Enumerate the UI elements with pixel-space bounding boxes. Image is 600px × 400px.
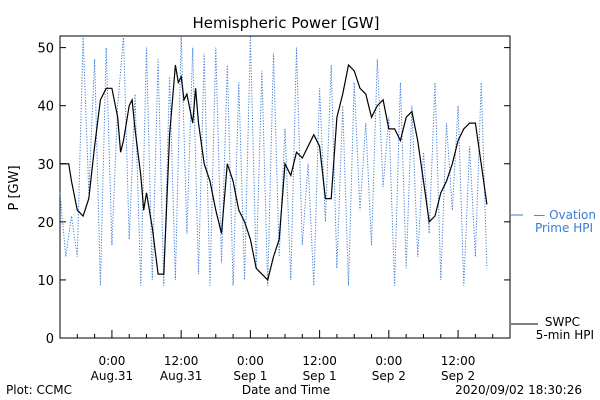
x-tick-label-time: 0:00	[98, 354, 125, 368]
x-axis-label: Date and Time	[242, 383, 330, 397]
legend-ovation-line1: — Ovation	[533, 208, 596, 222]
x-tick-label-date: Sep 2	[441, 369, 475, 383]
y-axis-label: P [GW]	[7, 165, 22, 210]
y-tick-label: 30	[37, 158, 54, 173]
series-group	[59, 35, 488, 286]
y-axis: 0 10 20 30 40 50	[37, 42, 510, 347]
legend-swpc-line2: 5-min HPI	[536, 328, 594, 342]
y-tick-label: 40	[37, 100, 54, 115]
series-ovation-prime-line	[59, 35, 488, 286]
y-tick-label: 0	[46, 332, 54, 347]
y-tick-label: 10	[37, 274, 54, 289]
x-tick-label-date: Aug.31	[160, 369, 203, 383]
x-tick-label-time: 12:00	[302, 354, 337, 368]
legend-ovation-line2: Prime HPI	[535, 221, 593, 235]
x-tick-label-time: 12:00	[441, 354, 476, 368]
x-tick-label-date: Sep 2	[372, 369, 406, 383]
footer-left: Plot: CCMC	[6, 383, 72, 397]
x-tick-label-time: 0:00	[237, 354, 264, 368]
x-tick-label-time: 12:00	[164, 354, 199, 368]
x-tick-label-date: Sep 1	[233, 369, 267, 383]
legend-swpc: SWPC 5-min HPI	[511, 315, 594, 342]
series-swpc-line	[60, 63, 488, 282]
y-tick-label: 20	[37, 216, 54, 231]
chart-title: Hemispheric Power [GW]	[193, 14, 380, 32]
y-tick-label: 50	[37, 42, 54, 57]
x-tick-label-time: 0:00	[375, 354, 402, 368]
legend-ovation: — Ovation Prime HPI	[511, 208, 596, 235]
x-tick-label-date: Aug.31	[91, 369, 134, 383]
x-tick-label-date: Sep 1	[303, 369, 337, 383]
legend-swpc-line1: SWPC	[545, 315, 580, 329]
footer-right: 2020/09/02 18:30:26	[455, 383, 582, 397]
